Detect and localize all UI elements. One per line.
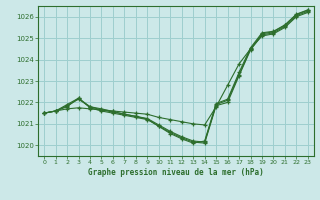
X-axis label: Graphe pression niveau de la mer (hPa): Graphe pression niveau de la mer (hPa) [88, 168, 264, 177]
